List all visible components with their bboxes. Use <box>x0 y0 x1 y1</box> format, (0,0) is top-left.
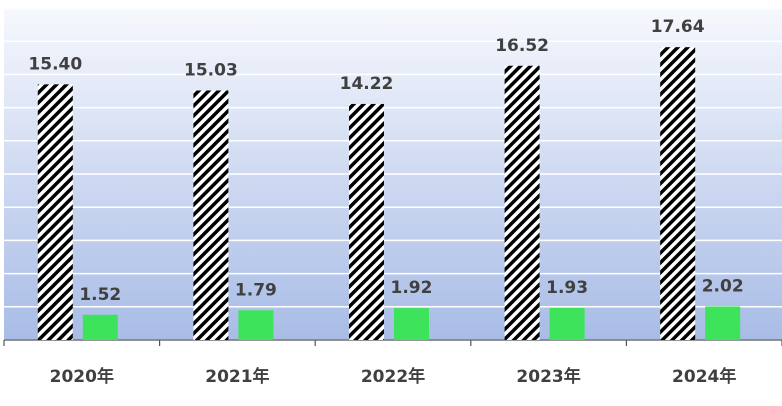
value-label: 1.79 <box>235 280 277 300</box>
value-label: 1.93 <box>546 278 588 298</box>
bar <box>349 103 384 340</box>
x-tick-label: 2022年 <box>361 366 425 387</box>
bar <box>504 65 540 340</box>
value-label: 2.02 <box>702 276 744 296</box>
value-label: 1.52 <box>79 285 121 305</box>
bar <box>37 84 73 340</box>
value-label: 16.52 <box>495 36 549 56</box>
value-label: 17.64 <box>651 17 705 37</box>
bar <box>549 307 585 340</box>
bar <box>238 310 274 340</box>
bar <box>82 314 118 340</box>
bar <box>705 306 741 340</box>
value-label: 15.03 <box>184 61 238 81</box>
x-tick-label: 2023年 <box>516 366 580 387</box>
x-tick-label: 2020年 <box>50 366 114 387</box>
x-tick-label: 2024年 <box>672 366 736 387</box>
x-tick-label: 2021年 <box>205 366 269 387</box>
bar <box>394 308 429 340</box>
bar <box>193 90 229 340</box>
value-label: 14.22 <box>340 74 394 94</box>
value-label: 1.92 <box>391 278 433 298</box>
bar <box>660 47 696 341</box>
value-label: 15.40 <box>28 54 82 74</box>
